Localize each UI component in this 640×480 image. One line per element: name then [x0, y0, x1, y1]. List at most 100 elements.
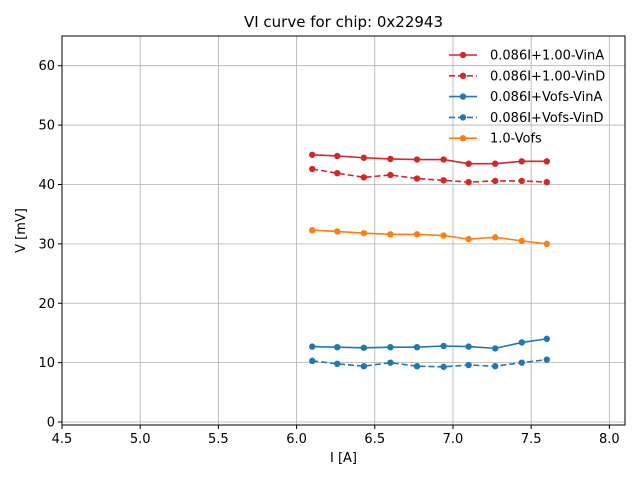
data-point	[334, 344, 341, 351]
series-0-086i-vofs-vina	[309, 335, 551, 352]
data-point	[518, 177, 525, 185]
x-axis-label: I [A]	[330, 451, 357, 466]
legend-item: 1.0-Vofs	[449, 132, 542, 147]
legend-marker	[459, 72, 467, 80]
legend-label: 0.086I+1.00-VinD	[490, 69, 605, 84]
data-point	[360, 154, 368, 161]
series-0-086i-1-00-vind	[309, 165, 551, 186]
data-point	[465, 178, 472, 186]
data-point	[360, 344, 368, 351]
data-point	[491, 177, 499, 185]
series-line	[312, 168, 547, 183]
data-point	[387, 231, 394, 238]
data-point	[491, 160, 499, 167]
data-point	[440, 342, 447, 350]
series-line	[312, 358, 547, 368]
data-point	[309, 357, 316, 365]
data-point	[334, 169, 341, 177]
legend-label: 0.086I+Vofs-VinD	[490, 111, 604, 126]
data-point	[413, 363, 421, 370]
data-point	[387, 359, 394, 366]
legend-marker	[459, 135, 467, 142]
x-tick-label: 7.0	[443, 432, 464, 447]
x-tick-label: 4.5	[52, 432, 73, 447]
data-point	[309, 151, 316, 158]
x-tick-label: 5.5	[208, 432, 229, 447]
data-point	[360, 363, 368, 370]
data-point	[440, 232, 447, 239]
legend-marker	[459, 51, 467, 59]
legend-marker	[459, 114, 467, 121]
series-1-0-vofs	[309, 227, 551, 248]
data-point	[387, 171, 394, 179]
data-point	[491, 363, 499, 370]
x-tick-label: 8.0	[599, 432, 620, 447]
data-point	[465, 160, 472, 167]
data-point	[309, 343, 316, 350]
data-point	[465, 361, 472, 369]
y-tick-label: 20	[38, 297, 55, 312]
ticks: 4.5 5.0 5.5 6.0 6.5 7.0 7.5 8.0 0 10 20 30 40 50 60	[38, 59, 619, 447]
data-point	[309, 165, 316, 173]
series-line	[312, 153, 547, 165]
data-point	[413, 175, 421, 182]
y-tick-label: 0	[47, 416, 55, 431]
data-point	[543, 356, 551, 363]
series-0-086i-1-00-vina	[309, 151, 551, 167]
data-point	[518, 158, 525, 165]
data-point	[491, 234, 499, 241]
legend-item: 0.086I+Vofs-VinA	[449, 90, 603, 105]
data-point	[360, 229, 368, 237]
legend-label: 0.086I+Vofs-VinA	[490, 90, 603, 105]
series-0-086i-vofs-vind	[309, 356, 551, 370]
x-tick-label: 7.5	[521, 432, 542, 447]
data-point	[334, 152, 341, 160]
data-point	[413, 231, 421, 238]
data-point	[543, 178, 551, 186]
y-axis-label: V [mV]	[14, 208, 29, 253]
y-tick-label: 60	[38, 59, 55, 74]
data-point	[309, 227, 316, 234]
data-point	[440, 363, 447, 370]
data-point	[334, 360, 341, 368]
data-point	[465, 235, 472, 243]
data-point	[387, 155, 394, 163]
legend-label: 0.086I+1.00-VinA	[490, 49, 604, 64]
x-tick-label: 5.0	[130, 432, 151, 447]
series-line	[312, 229, 547, 245]
data-point	[518, 359, 525, 366]
data-point	[518, 339, 525, 346]
data-point	[491, 345, 499, 352]
data-point	[360, 174, 368, 181]
axes-frame	[61, 35, 626, 426]
data-point	[543, 158, 551, 165]
series-layer	[309, 151, 551, 370]
y-tick-label: 10	[38, 356, 55, 371]
data-point	[387, 344, 394, 351]
data-point	[334, 228, 341, 235]
data-point	[440, 156, 447, 163]
legend-item: 0.086I+1.00-VinA	[449, 49, 604, 64]
legend-label: 1.0-Vofs	[490, 132, 542, 147]
chart-title: VI curve for chip: 0x22943	[244, 13, 443, 31]
legend-marker	[459, 93, 467, 100]
data-point	[543, 335, 551, 343]
data-point	[413, 344, 421, 351]
x-tick-label: 6.5	[364, 432, 385, 447]
legend-item: 0.086I+Vofs-VinD	[449, 111, 604, 126]
legend-item: 0.086I+1.00-VinD	[449, 69, 605, 84]
data-point	[543, 240, 551, 248]
data-point	[440, 177, 447, 184]
y-tick-label: 50	[38, 119, 55, 134]
x-tick-label: 6.0	[286, 432, 307, 447]
legend: 0.086I+1.00-VinA 0.086I+1.00-VinD 0.086I+V…	[449, 49, 605, 147]
data-point	[465, 343, 472, 350]
data-point	[413, 156, 421, 163]
series-line	[312, 338, 547, 350]
data-point	[518, 237, 525, 245]
grid	[61, 36, 625, 425]
y-tick-label: 30	[38, 237, 55, 252]
y-tick-label: 40	[38, 178, 55, 193]
